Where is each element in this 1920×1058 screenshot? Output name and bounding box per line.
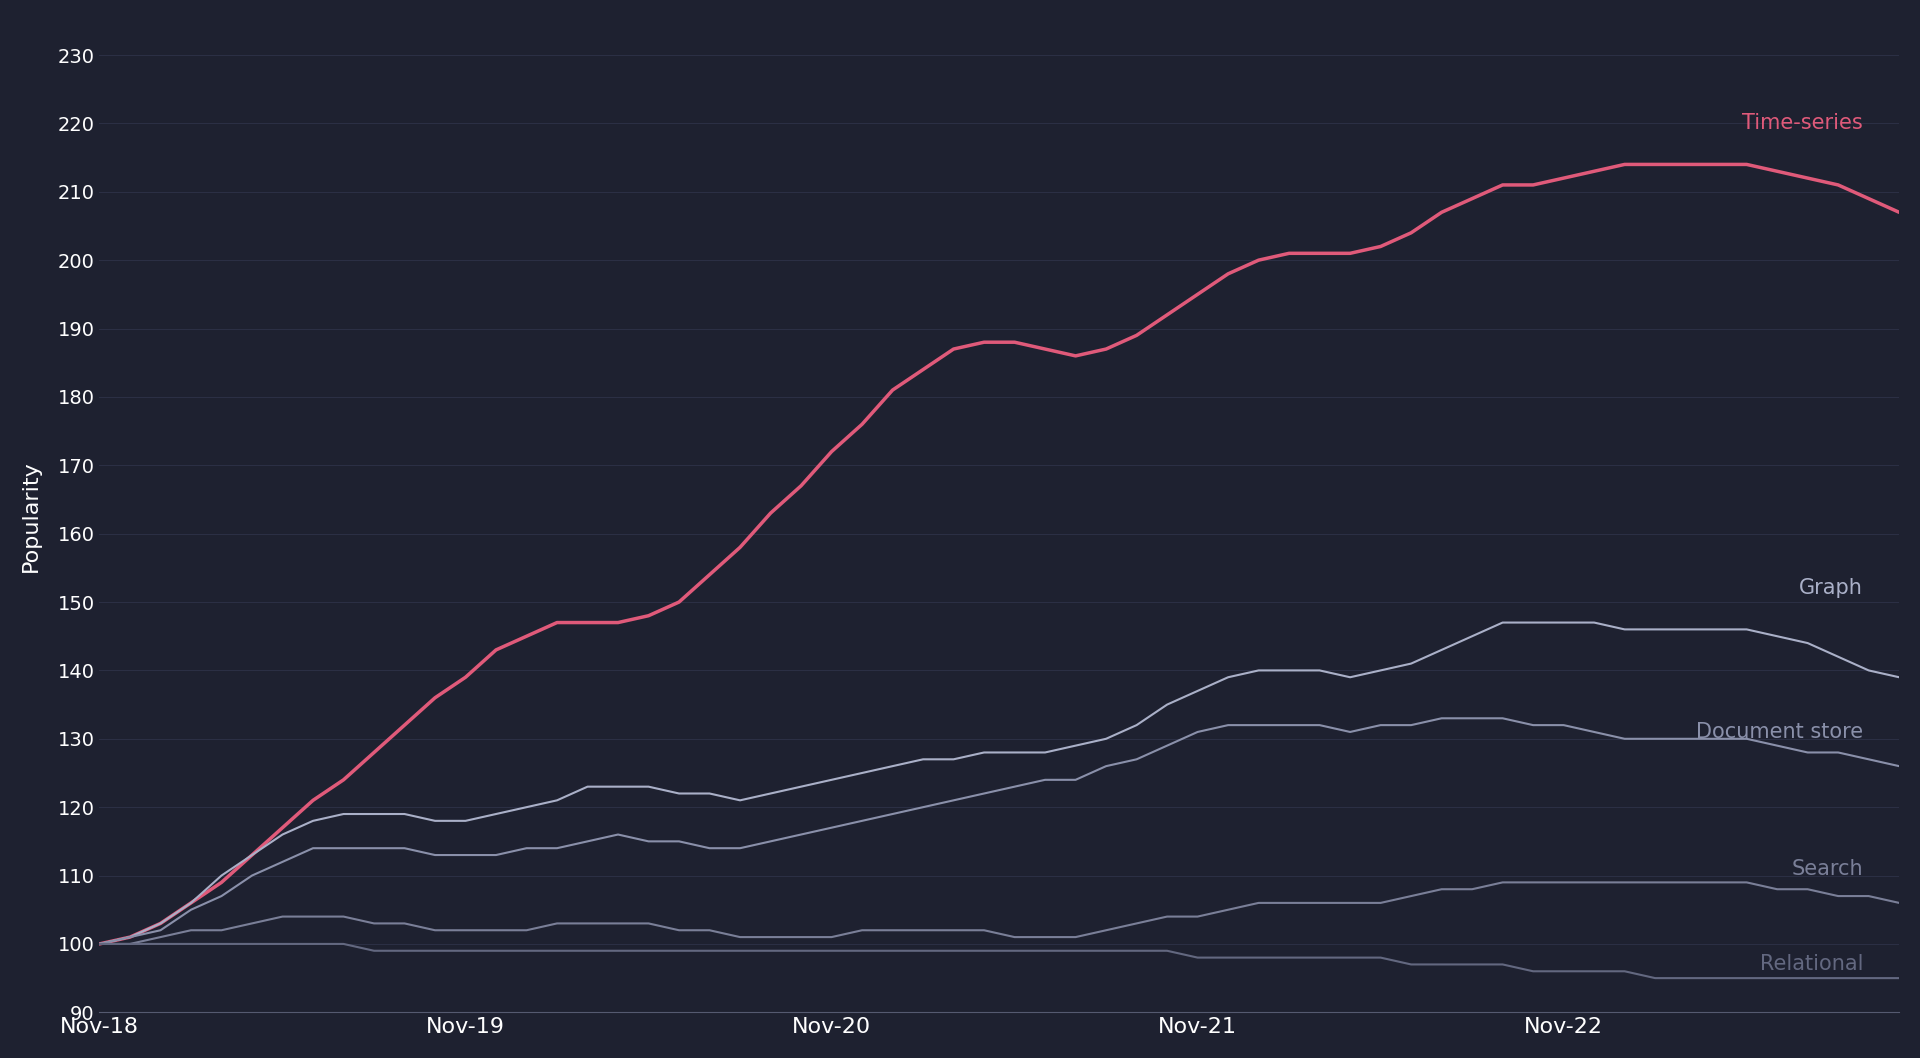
Text: Search: Search: [1791, 859, 1862, 879]
Text: Graph: Graph: [1799, 579, 1862, 599]
Y-axis label: Popularity: Popularity: [21, 460, 40, 572]
Text: Document store: Document store: [1695, 722, 1862, 742]
Text: Time-series: Time-series: [1743, 113, 1862, 133]
Text: Relational: Relational: [1759, 954, 1862, 974]
